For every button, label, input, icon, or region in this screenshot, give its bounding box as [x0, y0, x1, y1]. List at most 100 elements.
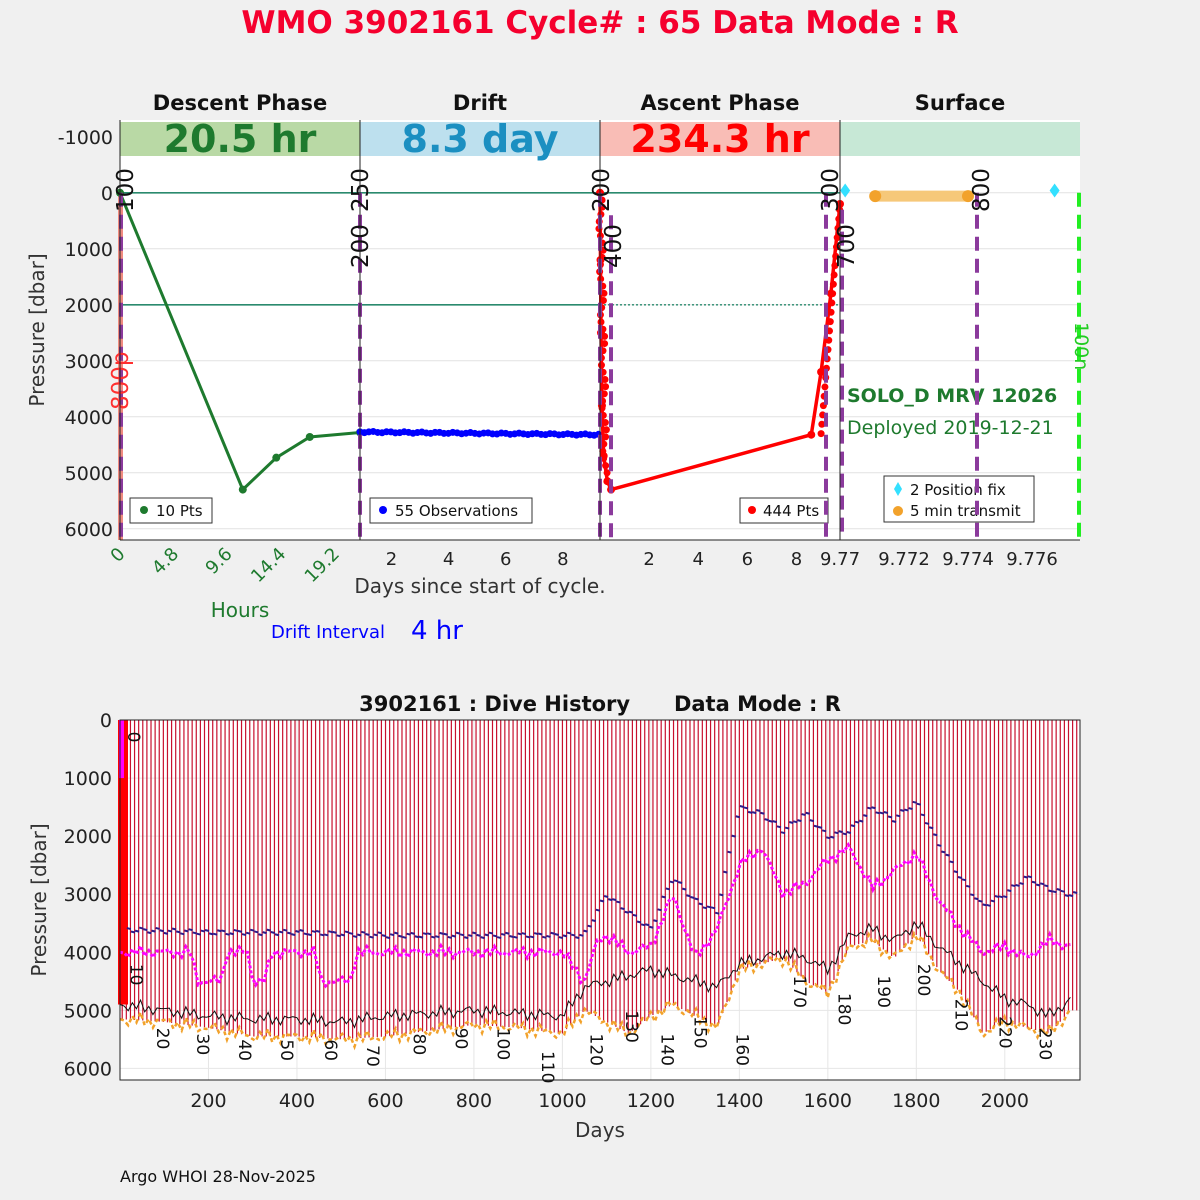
park-pressure-mark [398, 934, 403, 938]
park-pressure-mark [731, 834, 736, 838]
park-pressure-mark [727, 850, 732, 854]
park-pressure-mark [406, 932, 411, 936]
park-pressure-mark [221, 929, 226, 933]
cycle-number-label: 150 [689, 1016, 709, 1048]
park-pressure-mark [723, 870, 728, 874]
phase-title: Descent Phase [153, 91, 327, 115]
phase-band-3 [840, 122, 1080, 156]
park-pressure-mark [484, 933, 490, 937]
park-pressure-mark [575, 936, 580, 940]
park-pressure-mark [389, 933, 395, 937]
park-pressure-mark [661, 895, 666, 899]
descent-legend-label: 10 Pts [156, 502, 203, 520]
park-pressure-mark [517, 932, 522, 936]
park-pressure-mark [776, 825, 782, 829]
park-pressure-mark [319, 933, 325, 937]
park-pressure-mark [369, 935, 374, 939]
ascent-point [597, 318, 605, 326]
park-pressure-mark [653, 919, 658, 923]
park-pressure-mark [476, 933, 481, 937]
park-pressure-mark [258, 933, 263, 937]
ascent-x-tick-label: 4 [693, 549, 704, 570]
park-pressure-mark [394, 931, 399, 935]
park-pressure-mark [813, 824, 819, 828]
park-pressure-mark [784, 826, 790, 830]
park-pressure-mark [130, 930, 136, 934]
park-pressure-mark [990, 899, 996, 903]
descent-point [272, 453, 281, 462]
park-pressure-mark [270, 931, 276, 934]
cycle-number-label: 230 [1035, 1028, 1055, 1060]
park-pressure-mark [217, 929, 222, 933]
park-pressure-mark [241, 933, 247, 937]
park-pressure-mark [583, 929, 588, 933]
bottom-y-tick-label: 2000 [64, 826, 112, 848]
dive-history-chart: 0 10 20 30 40 50 60 70 80 90 100 110 120 130 140 150 160… [64, 710, 1081, 1112]
park-pressure-mark [883, 811, 889, 815]
park-pressure-mark [336, 934, 341, 938]
transmit-point [962, 190, 974, 203]
ascent-point [602, 462, 610, 470]
park-pressure-mark [1002, 895, 1008, 899]
park-pressure-mark [928, 826, 934, 830]
park-pressure-mark [550, 931, 555, 935]
park-pressure-mark [274, 933, 280, 937]
cycle-number-label: 120 [586, 1034, 606, 1066]
park-pressure-mark [751, 811, 757, 815]
park-pressure-mark [435, 935, 440, 939]
park-pressure-mark [562, 934, 568, 938]
descent-x-tick-label: 14.4 [247, 544, 290, 587]
ascent-point [601, 375, 609, 383]
phase-title: Surface [915, 91, 1005, 115]
deployed-date-label: Deployed 2019-12-21 [847, 417, 1054, 439]
bottom-y-tick-label: 3000 [64, 884, 112, 906]
dive-history-title: 3902161 : Dive History Data Mode : R [359, 692, 841, 716]
ascent-point [821, 383, 829, 391]
park-pressure-mark [756, 809, 761, 812]
park-pressure-mark [159, 929, 165, 933]
park-pressure-mark [1027, 875, 1033, 879]
park-pressure-mark [278, 930, 284, 934]
park-pressure-mark [850, 824, 856, 828]
park-pressure-mark [616, 900, 621, 904]
ascent-point [817, 430, 825, 438]
park-pressure-mark [937, 843, 942, 847]
park-pressure-mark [307, 933, 313, 937]
bottom-x-tick-label: 1600 [804, 1090, 852, 1112]
park-pressure-mark [455, 931, 461, 935]
park-pressure-mark [492, 934, 498, 938]
park-pressure-mark [303, 932, 309, 936]
park-pressure-mark [447, 935, 453, 939]
park-pressure-mark [1023, 875, 1029, 879]
park-pressure-mark [797, 819, 802, 823]
transmit-legend-label: 5 min transmit [910, 502, 1021, 520]
park-pressure-mark [385, 936, 391, 940]
park-pressure-mark [908, 807, 913, 811]
ascent-point [807, 430, 816, 439]
park-pressure-mark [838, 830, 843, 834]
park-pressure-mark [916, 802, 922, 806]
park-pressure-mark [657, 908, 662, 912]
bottom-y-tick-label: 4000 [64, 942, 112, 964]
park-pressure-mark [714, 911, 720, 915]
park-pressure-mark [472, 931, 477, 935]
park-pressure-mark [599, 899, 605, 903]
park-pressure-mark [410, 931, 415, 935]
park-pressure-mark [945, 853, 950, 857]
descent-point [238, 485, 247, 494]
bottom-x-tick-label: 800 [456, 1090, 492, 1112]
park-pressure-mark [1007, 889, 1012, 893]
park-pressure-mark [1056, 888, 1061, 891]
park-pressure-mark [591, 919, 597, 923]
descent-legend-marker [140, 506, 148, 514]
bottom-x-tick-label: 400 [279, 1090, 315, 1112]
top-y-tick-label: 4000 [65, 407, 113, 429]
phase-title: Ascent Phase [641, 91, 800, 115]
park-pressure-mark [912, 800, 917, 804]
cycle-number-label: 100 [493, 1028, 513, 1060]
park-pressure-mark [213, 932, 218, 936]
park-pressure-mark [348, 931, 354, 935]
cycle-number-label: 130 [621, 1010, 641, 1042]
park-pressure-mark [254, 930, 259, 934]
